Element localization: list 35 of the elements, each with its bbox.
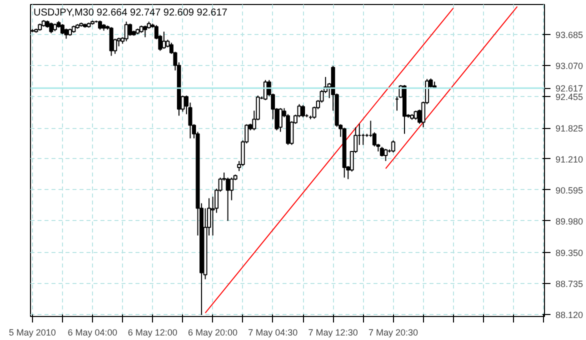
- y-tick-label: 90.595: [556, 185, 584, 196]
- candlestick: [98, 20, 102, 30]
- y-tick-label: 93.685: [556, 30, 584, 40]
- candlestick: [301, 104, 306, 118]
- y-tick-label: 91.210: [556, 154, 584, 164]
- y-tick-label: 88.735: [556, 279, 584, 290]
- candlestick: [64, 28, 68, 40]
- ref-line-label: 92.617: [556, 84, 584, 94]
- y-tick-label: 92.455: [556, 92, 584, 102]
- candlestick: [128, 23, 132, 36]
- candlestick: [278, 108, 282, 132]
- y-tick-label: 93.070: [556, 60, 584, 71]
- candlestick: [380, 146, 384, 157]
- y-tick-label: 88.120: [556, 310, 584, 320]
- candlestick: [49, 22, 54, 34]
- x-tick-label: 6 May 04:00: [68, 328, 118, 338]
- x-tick-label: 7 May 20:30: [368, 328, 418, 338]
- x-tick-label: 5 May 2010: [8, 328, 56, 338]
- candlestick: [384, 148, 388, 162]
- x-tick-label: 7 May 04:30: [248, 328, 298, 338]
- candlestick: [124, 21, 128, 42]
- candlestick: [60, 24, 64, 35]
- x-tick-label: 6 May 12:00: [128, 328, 178, 338]
- x-tick-label: 6 May 20:00: [188, 328, 238, 338]
- candlestick: [109, 26, 114, 56]
- y-tick-label: 89.350: [556, 248, 584, 258]
- candlestick: [143, 25, 148, 38]
- candlestick: [414, 110, 418, 120]
- candlestick: [230, 177, 234, 201]
- y-tick-label: 89.980: [556, 216, 584, 226]
- candlestick: [391, 140, 396, 153]
- x-tick-label: 7 May 12:30: [308, 328, 358, 338]
- chart-title: USDJPY,M30 92.664 92.747 92.609 92.617: [34, 8, 228, 18]
- y-tick-label: 91.825: [556, 124, 584, 134]
- candlestick: [162, 31, 166, 50]
